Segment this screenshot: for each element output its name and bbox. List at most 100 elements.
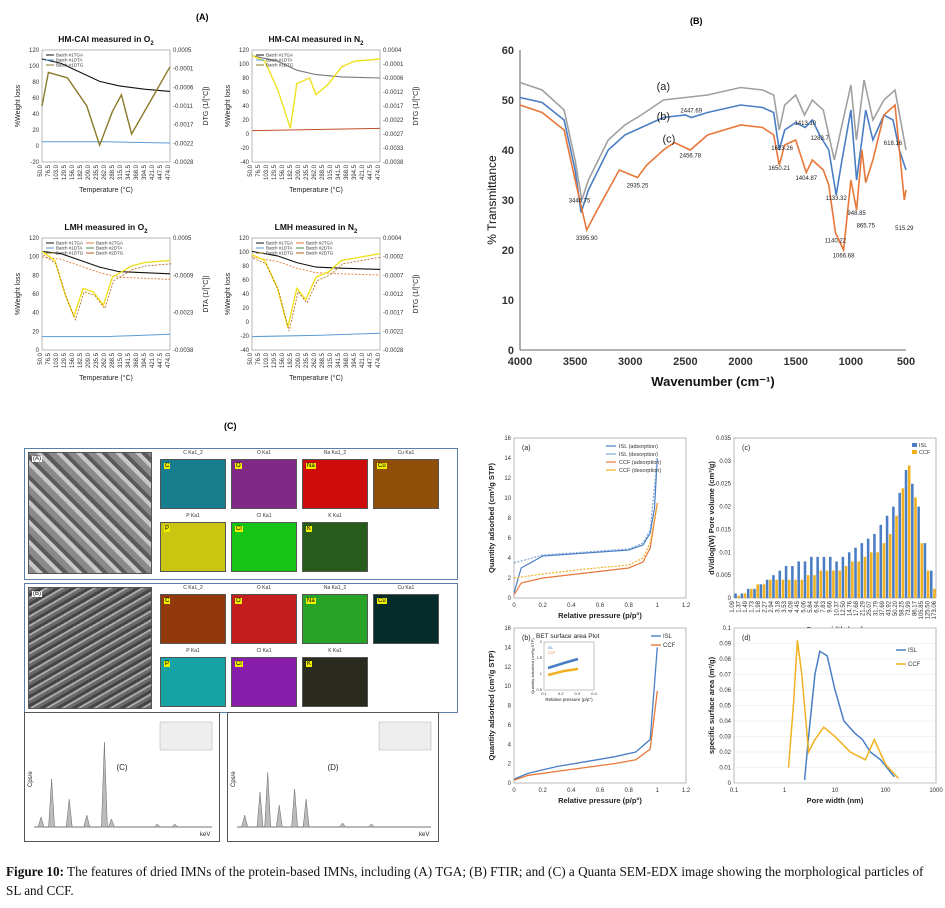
y-tick: 10	[504, 496, 511, 502]
y-tick: 12	[504, 476, 511, 482]
xlabel: Relative pressure (p/p°)	[558, 796, 642, 805]
y-tick: 0.02	[719, 750, 731, 756]
edx-map-tag: P	[164, 526, 171, 532]
tga-x-tick: 368.0	[344, 352, 350, 368]
ftir-annotation: 1283.7	[810, 136, 829, 142]
y-tick: 0.04	[719, 719, 731, 725]
ftir-x-tick: 500	[897, 356, 915, 368]
tga-right-tick: -0.0038	[173, 348, 194, 354]
dtg-curve	[251, 54, 381, 129]
y-tick: 0.015	[716, 527, 732, 533]
sem-edx-figure: (A) (B) C Ka1_2 C O Ka1 O Na Ka1_2 Na Cu Ka1 Cu P …	[0, 440, 470, 852]
pore-bar	[892, 506, 895, 598]
y-tick: 0.02	[719, 505, 731, 511]
tga-xlabel: Temperature (°C)	[79, 374, 133, 382]
edx-map-tag: Na	[306, 598, 316, 604]
tga-plot-frame	[251, 237, 381, 351]
x-tick: 25.07	[867, 600, 873, 616]
tga-plot-frame	[251, 49, 381, 163]
tga-left-tick: 0	[36, 348, 40, 354]
tga-x-tick: 421.0	[360, 352, 366, 368]
x-tick: 1.2	[682, 603, 691, 609]
tga-left-tick: 0	[36, 144, 40, 150]
tga-x-tick: 288.5	[110, 164, 116, 180]
tga-x-tick: 474.0	[166, 164, 172, 180]
sem-tag: (A)	[32, 456, 42, 462]
tga-ylabel-right: DTG (1/[°C])	[202, 87, 210, 126]
bet-series	[513, 690, 658, 781]
tga-right-tick: -0.0022	[383, 329, 404, 335]
tga-ylabel-left: %Weight loss	[15, 84, 22, 127]
spectrum-c-frame	[24, 712, 220, 842]
y-tick: 0.05	[719, 704, 731, 710]
tga-left-tick: 0	[246, 132, 250, 138]
bet-series	[513, 647, 658, 780]
pore-bar	[882, 543, 886, 598]
x-tick: 0.4	[567, 788, 576, 794]
tga-x-tick: 262.0	[312, 164, 318, 180]
pore-bar	[904, 470, 908, 598]
tga-x-tick: 394.5	[352, 164, 358, 180]
inset-y-tick: 1.5	[536, 655, 542, 660]
inset-x-tick: 0.2	[558, 691, 564, 696]
tga-ylabel-right: DTG (1/[°C])	[412, 87, 420, 126]
x-tick: 31.79	[873, 600, 879, 616]
tga-right-tick: -0.0007	[383, 273, 404, 279]
edx-map-tag: Cu	[377, 598, 387, 604]
x-tick: 43.92	[886, 600, 892, 616]
tga-x-tick: 209.0	[86, 164, 92, 180]
tga-plot-frame	[41, 237, 171, 351]
tga-x-tick: 182.5	[288, 164, 294, 180]
x-tick: 1	[783, 788, 787, 794]
x-tick: 2.27	[763, 600, 769, 612]
tga-legend-label: Batch #1TGA	[266, 241, 293, 246]
tga-x-tick: 182.5	[288, 352, 294, 368]
pore-bar	[926, 570, 930, 598]
tga-right-tick: -0.0017	[173, 123, 194, 129]
x-tick: 0	[512, 603, 516, 609]
edx-map-a-cl: Cl	[231, 522, 297, 572]
pore-bar	[822, 556, 826, 598]
tga-legend-label: Batch #1DTG	[56, 63, 84, 68]
tga-plot-title-sub: 2	[354, 229, 358, 235]
tga-x-tick: 341.5	[336, 164, 342, 180]
tga-x-tick: 209.0	[86, 352, 92, 368]
tga-legend-label: Batch #1DTA	[56, 246, 82, 251]
x-tick: 1.49	[743, 600, 749, 612]
ftir-x-tick: 3500	[563, 356, 587, 368]
y-tick: 0.025	[716, 482, 732, 488]
legend-label: CCF (adsorption)	[619, 460, 661, 466]
isotherm-series	[513, 457, 658, 564]
edx-map-tag: C	[164, 598, 171, 604]
ftir-y-tick: 0	[508, 345, 514, 357]
tga-x-tick: 156.0	[280, 352, 286, 368]
edx-map-tag: P	[164, 661, 171, 667]
pore-bar	[854, 547, 857, 598]
inset-x-tick: 0.1	[541, 691, 547, 696]
inset-ylabel: Quantity adsorbed (cm³/g STP)	[530, 638, 535, 694]
inset-y-tick: 1	[540, 671, 543, 676]
tga-left-tick: 60	[32, 96, 39, 102]
dta-curve	[251, 127, 381, 132]
tga-right-tick: 0.0005	[173, 236, 192, 242]
tga-x-tick: 315.0	[328, 352, 334, 368]
tga-left-tick: 40	[32, 311, 39, 317]
tga-x-tick: 76.5	[256, 164, 262, 176]
x-tick: 0.1	[730, 788, 739, 794]
y-tick: 4	[508, 556, 512, 562]
legend-label: ISL	[663, 634, 673, 640]
pore-bar	[844, 566, 848, 598]
pore-bar	[803, 561, 807, 598]
sem-image-a: (A)	[28, 452, 152, 574]
edx-map-label: Na Ka1_2	[323, 585, 347, 591]
tga-x-tick: 262.0	[312, 352, 318, 368]
ftir-annotation: 865.75	[857, 224, 876, 230]
tga-right-tick: -0.0001	[173, 67, 194, 73]
surface-series	[803, 650, 895, 780]
dtg-curve	[41, 66, 171, 148]
inset-isl	[547, 657, 579, 670]
legend-label: CCF	[919, 450, 931, 456]
caption-text: The features of dried IMNs of the protei…	[6, 864, 924, 898]
inset-x-tick: 0.4	[591, 691, 597, 696]
edx-row-a-frame	[24, 448, 458, 580]
